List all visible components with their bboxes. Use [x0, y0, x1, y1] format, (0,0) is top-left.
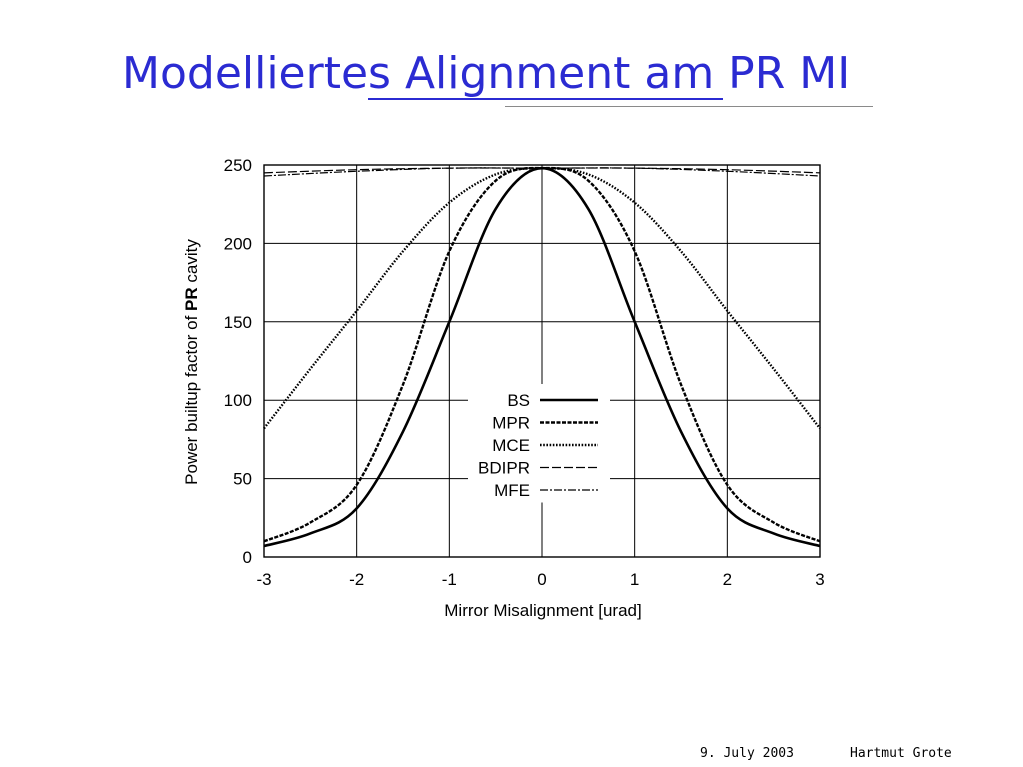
legend-label-bs: BS — [507, 391, 530, 410]
title-underline — [368, 98, 723, 100]
footer-author: Hartmut Grote — [850, 746, 952, 761]
y-axis-label: Power builtup factor of PR cavity — [182, 239, 201, 485]
x-axis-label: Mirror Misalignment [urad] — [444, 601, 641, 620]
x-tick-label: -2 — [349, 570, 364, 589]
x-tick-label: -1 — [442, 570, 457, 589]
y-tick-label: 100 — [224, 391, 252, 410]
x-tick-label: 0 — [537, 570, 546, 589]
x-tick-label: -3 — [256, 570, 271, 589]
legend: BS MPR MCE BDIPR MFE — [468, 384, 610, 503]
series-line-bdipr — [263, 167, 821, 174]
legend-label-mce: MCE — [492, 436, 530, 455]
x-tick-label: 2 — [723, 570, 732, 589]
legend-label-mfe: MFE — [494, 481, 530, 500]
y-tick-label: 250 — [224, 156, 252, 175]
title-rule — [505, 106, 873, 107]
y-tick-label: 150 — [224, 313, 252, 332]
footer-date: 9. July 2003 — [700, 746, 794, 761]
legend-label-mpr: MPR — [492, 414, 530, 433]
y-tick-label: 0 — [243, 548, 252, 567]
x-tick-label: 3 — [815, 570, 824, 589]
y-axis-label-bold: PR — [182, 287, 201, 311]
plot-frame — [263, 164, 821, 558]
tick-labels: -3 -2 -1 0 1 2 3 0 50 100 150 200 250 — [224, 156, 825, 589]
series-line-mfe — [263, 167, 821, 177]
y-axis-label-prefix: Power builtup factor of — [182, 311, 201, 485]
x-tick-label: 1 — [630, 570, 639, 589]
y-axis-label-suffix: cavity — [182, 239, 201, 288]
y-tick-label: 200 — [224, 234, 252, 253]
y-tick-label: 50 — [233, 470, 252, 489]
legend-background — [468, 384, 610, 503]
legend-label-bdipr: BDIPR — [478, 459, 530, 478]
series-lines — [263, 166, 821, 548]
slide-title: Modelliertes Alignment am PR MI — [122, 48, 851, 99]
